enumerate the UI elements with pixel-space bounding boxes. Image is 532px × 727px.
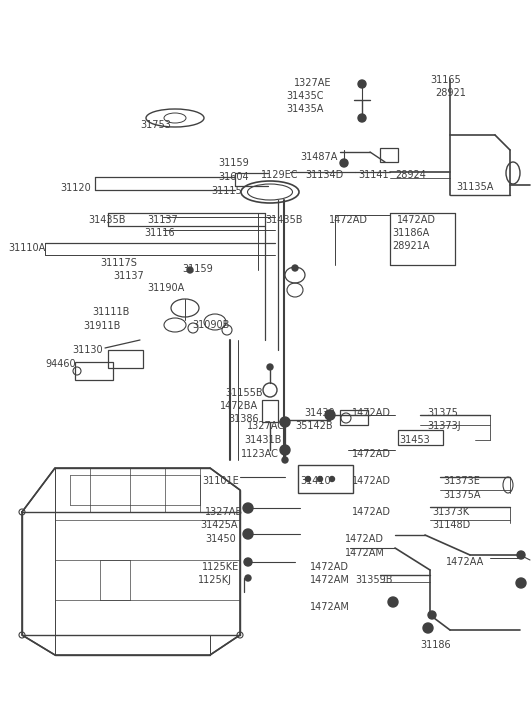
Circle shape xyxy=(187,267,193,273)
Text: 31186: 31186 xyxy=(420,640,451,650)
Bar xyxy=(340,410,368,425)
Text: 28921: 28921 xyxy=(435,88,466,98)
Text: 1472AD: 1472AD xyxy=(329,215,368,225)
Circle shape xyxy=(388,597,398,607)
Text: 1125KE: 1125KE xyxy=(202,562,239,572)
Text: 31120: 31120 xyxy=(60,183,91,193)
Text: 31453: 31453 xyxy=(399,435,430,445)
Text: 31373J: 31373J xyxy=(427,421,461,431)
Text: 35142B: 35142B xyxy=(295,421,332,431)
Text: 31190A: 31190A xyxy=(147,283,184,293)
Text: 31435C: 31435C xyxy=(286,91,323,101)
Circle shape xyxy=(340,159,348,167)
Bar xyxy=(298,465,353,493)
Bar xyxy=(108,350,143,368)
Text: 31911B: 31911B xyxy=(83,321,120,331)
Text: 31130: 31130 xyxy=(72,345,103,355)
Circle shape xyxy=(282,457,288,463)
Circle shape xyxy=(244,558,252,566)
Text: 1123AC: 1123AC xyxy=(241,449,279,459)
Circle shape xyxy=(243,503,253,513)
Bar xyxy=(380,148,398,162)
Text: 31375A: 31375A xyxy=(443,490,480,500)
Circle shape xyxy=(329,476,335,481)
Text: 1327AB: 1327AB xyxy=(205,507,243,517)
Circle shape xyxy=(325,410,335,420)
Text: 31141: 31141 xyxy=(358,170,388,180)
Text: 31159: 31159 xyxy=(182,264,213,274)
Text: 31425A: 31425A xyxy=(200,520,237,530)
Circle shape xyxy=(243,529,253,539)
Text: 1472AD: 1472AD xyxy=(352,449,391,459)
Text: 1125KJ: 1125KJ xyxy=(198,575,232,585)
Text: 1472AD: 1472AD xyxy=(310,562,349,572)
Text: 31410: 31410 xyxy=(300,476,330,486)
Circle shape xyxy=(318,476,322,481)
Text: 31165: 31165 xyxy=(430,75,461,85)
Circle shape xyxy=(517,551,525,559)
Text: 31117S: 31117S xyxy=(100,258,137,268)
Circle shape xyxy=(305,476,311,481)
Text: 31359B: 31359B xyxy=(355,575,393,585)
Text: 31373E: 31373E xyxy=(443,476,480,486)
Text: 31435B: 31435B xyxy=(88,215,126,225)
Text: 31431B: 31431B xyxy=(244,435,281,445)
Text: 1327AC: 1327AC xyxy=(247,421,285,431)
Circle shape xyxy=(245,575,251,581)
Text: 31435A: 31435A xyxy=(286,104,323,114)
Circle shape xyxy=(423,623,433,633)
Text: 94460: 94460 xyxy=(45,359,76,369)
Text: 1472AM: 1472AM xyxy=(310,575,350,585)
Text: 1472AD: 1472AD xyxy=(397,215,436,225)
Circle shape xyxy=(358,80,366,88)
Text: 31115: 31115 xyxy=(211,186,242,196)
Text: 31134D: 31134D xyxy=(305,170,343,180)
Text: 31186A: 31186A xyxy=(392,228,429,238)
Text: 1472AM: 1472AM xyxy=(345,548,385,558)
Text: 31450: 31450 xyxy=(205,534,236,544)
Circle shape xyxy=(280,445,290,455)
Text: 31435B: 31435B xyxy=(265,215,303,225)
Text: 31373K: 31373K xyxy=(432,507,469,517)
Text: 31159: 31159 xyxy=(218,158,249,168)
Text: 31487A: 31487A xyxy=(300,152,337,162)
Bar xyxy=(398,430,443,445)
Text: 31430: 31430 xyxy=(304,408,335,418)
Text: 31135A: 31135A xyxy=(456,182,493,192)
Text: 31137: 31137 xyxy=(147,215,178,225)
Circle shape xyxy=(358,114,366,122)
Text: 31110A: 31110A xyxy=(8,243,45,253)
Circle shape xyxy=(428,611,436,619)
Text: 31090B: 31090B xyxy=(192,320,229,330)
Text: 31137: 31137 xyxy=(113,271,144,281)
Bar xyxy=(75,362,113,380)
Circle shape xyxy=(267,364,273,370)
Text: 31101E: 31101E xyxy=(202,476,239,486)
Text: 31155B: 31155B xyxy=(225,388,263,398)
Text: 31386: 31386 xyxy=(228,414,259,424)
Bar xyxy=(262,400,278,422)
Circle shape xyxy=(516,578,526,588)
Text: 31375: 31375 xyxy=(427,408,458,418)
Text: 31111B: 31111B xyxy=(92,307,129,317)
Text: 28921A: 28921A xyxy=(392,241,429,251)
Text: 1472AD: 1472AD xyxy=(352,476,391,486)
Text: 1472BA: 1472BA xyxy=(220,401,258,411)
Text: 1472AA: 1472AA xyxy=(446,557,484,567)
Circle shape xyxy=(280,417,290,427)
Text: 1129EC: 1129EC xyxy=(261,170,298,180)
Text: 1472AD: 1472AD xyxy=(345,534,384,544)
Text: 1472AD: 1472AD xyxy=(352,507,391,517)
Text: 28924: 28924 xyxy=(395,170,426,180)
Text: 1327AE: 1327AE xyxy=(294,78,331,88)
Text: 1472AD: 1472AD xyxy=(352,408,391,418)
Text: 31604: 31604 xyxy=(218,172,248,182)
Circle shape xyxy=(292,265,298,271)
Text: 31116: 31116 xyxy=(144,228,174,238)
Text: 31148D: 31148D xyxy=(432,520,470,530)
Text: 31753: 31753 xyxy=(140,120,171,130)
Text: 1472AM: 1472AM xyxy=(310,602,350,612)
